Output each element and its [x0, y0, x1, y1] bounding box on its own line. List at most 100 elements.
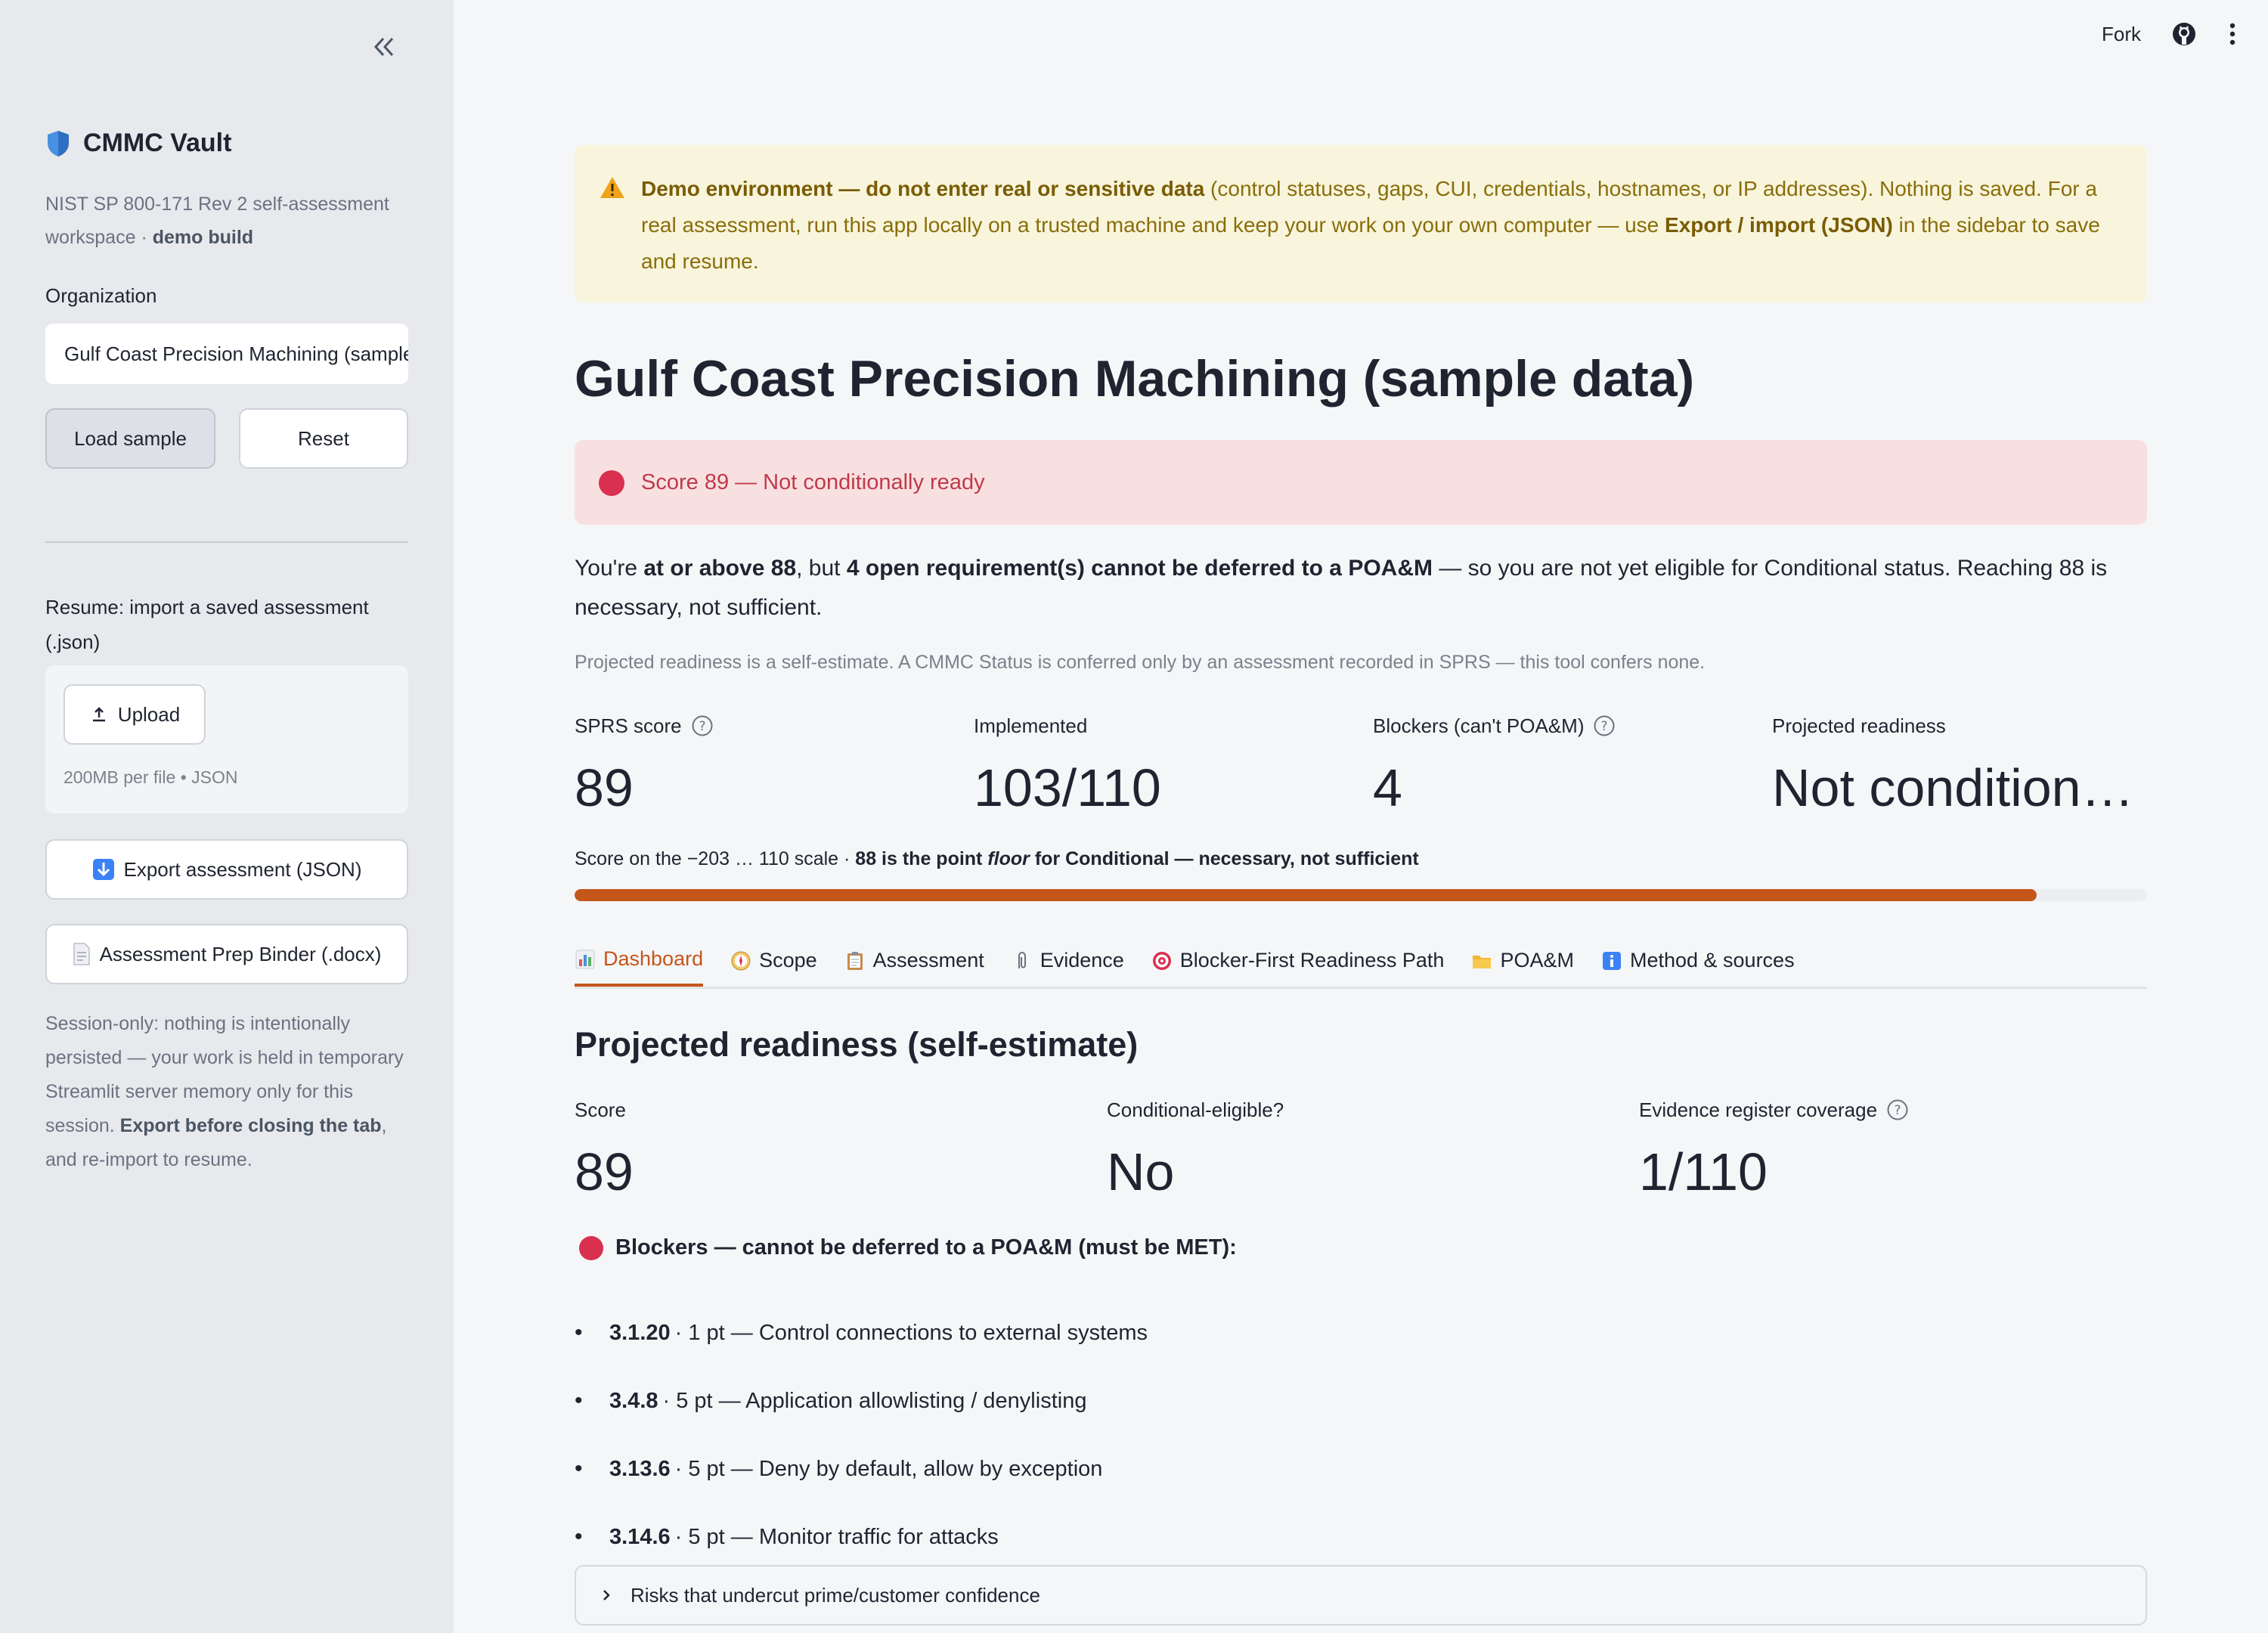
blocker-text: · 5 pt — Monitor traffic for attacks	[674, 1524, 999, 1549]
tab-dashboard[interactable]: Dashboard	[575, 934, 704, 987]
blocker-list: • 3.1.20 · 1 pt — Control connections to …	[575, 1299, 2147, 1571]
tab-bar: Dashboard Scope Assessment Evidence Bloc…	[575, 934, 2147, 989]
metric-value: 103/110	[974, 758, 1161, 817]
load-sample-button[interactable]: Load sample	[45, 408, 215, 469]
tab-label: Blocker-First Readiness Path	[1179, 949, 1445, 971]
metric-label: Evidence register coverage	[1639, 1098, 1878, 1121]
svg-text:?: ?	[699, 719, 705, 734]
github-icon[interactable]	[2171, 21, 2197, 47]
metric-blockers: Blockers (can't POA&M) ? 4	[1373, 711, 1772, 818]
tab-assessment[interactable]: Assessment	[844, 934, 984, 987]
double-chevron-left-icon	[373, 37, 394, 57]
blocker-id: 3.1.20	[609, 1320, 671, 1345]
warning-bold-2: Export / import (JSON)	[1665, 213, 1893, 237]
brand-subtitle-text: NIST SP 800-171 Rev 2 self-assessment wo…	[45, 194, 389, 248]
document-icon	[73, 943, 90, 965]
folder-icon	[1473, 955, 1492, 968]
list-item: • 3.14.6 · 5 pt — Monitor traffic for att…	[575, 1503, 2147, 1571]
metric-label: Score	[575, 1098, 626, 1121]
blocker-id: 3.13.6	[609, 1456, 671, 1481]
readiness-conditional-eligible: Conditional-eligible? No	[1107, 1095, 1639, 1202]
download-arrow-icon	[92, 859, 114, 880]
summary-t2: , but	[796, 556, 847, 581]
blocker-text: · 5 pt — Application allowlisting / deny…	[662, 1388, 1087, 1413]
bullet: •	[575, 1320, 583, 1345]
blocker-text: · 5 pt — Deny by default, allow by excep…	[674, 1456, 1103, 1481]
tab-readiness-path[interactable]: Blocker-First Readiness Path	[1151, 934, 1445, 987]
metric-label: SPRS score	[575, 714, 682, 737]
summary-b1: at or above 88	[643, 556, 797, 581]
reset-button[interactable]: Reset	[239, 408, 408, 469]
warning-icon	[600, 177, 624, 198]
brand: CMMC Vault	[45, 129, 231, 158]
bullet: •	[575, 1456, 583, 1481]
collapse-sidebar-button[interactable]	[361, 24, 407, 70]
stop-icon	[599, 470, 624, 496]
tab-poam[interactable]: POA&M	[1471, 934, 1574, 987]
scale-t1: Score on the −203 … 110 scale ·	[575, 848, 856, 869]
demo-warning: Demo environment — do not enter real or …	[575, 145, 2147, 302]
scale-b1: 88 is the point	[855, 848, 988, 869]
chevron-right-icon	[603, 1590, 610, 1600]
readiness-evidence-coverage: Evidence register coverage ? 1/110	[1639, 1095, 2147, 1202]
summary-t1: You're	[575, 556, 644, 581]
list-item: • 3.4.8 · 5 pt — Application allowlisting…	[575, 1367, 2147, 1435]
svg-text:?: ?	[1601, 719, 1608, 734]
brand-subtitle-bold: demo build	[152, 227, 254, 248]
list-item: • 3.13.6 · 5 pt — Deny by default, allow …	[575, 1435, 2147, 1503]
scale-i1: floor	[987, 848, 1030, 869]
file-dropzone[interactable]: Upload 200MB per file • JSON	[45, 665, 408, 813]
blockers-heading-text: Blockers — cannot be deferred to a POA&M…	[615, 1235, 1237, 1260]
expander-label: Risks that undercut prime/customer confi…	[631, 1583, 1040, 1607]
session-note-bold: Export before closing the tab	[119, 1115, 382, 1136]
tab-label: Dashboard	[603, 947, 704, 970]
upload-button[interactable]: Upload	[64, 684, 206, 745]
metric-label: Implemented	[974, 714, 1088, 737]
metric-label: Conditional-eligible?	[1107, 1098, 1284, 1121]
bullet: •	[575, 1524, 583, 1549]
fork-button[interactable]: Fork	[2102, 22, 2141, 45]
brand-subtitle: NIST SP 800-171 Rev 2 self-assessment wo…	[45, 187, 408, 254]
blockers-heading: Blockers — cannot be deferred to a POA&M…	[579, 1235, 1237, 1260]
session-note: Session-only: nothing is intentionally p…	[45, 1007, 408, 1177]
paperclip-icon	[1018, 951, 1026, 968]
metric-projected-readiness: Projected readiness Not conditionally re…	[1772, 711, 2147, 818]
help-icon[interactable]: ?	[1593, 714, 1616, 737]
compass-icon	[731, 951, 751, 970]
session-note-text: Session-only: nothing is intentionally p…	[45, 1013, 404, 1136]
upload-icon	[92, 707, 105, 722]
more-vertical-icon[interactable]	[2227, 21, 2238, 47]
summary-text: You're at or above 88, but 4 open requir…	[575, 549, 2147, 627]
section-title: Projected readiness (self-estimate)	[575, 1025, 1139, 1064]
tab-method-sources[interactable]: Method & sources	[1601, 934, 1795, 987]
export-label: Export assessment (JSON)	[123, 857, 362, 881]
score-progress-bar	[575, 889, 2147, 901]
risks-expander[interactable]: Risks that undercut prime/customer confi…	[575, 1565, 2147, 1625]
sidebar: CMMC Vault NIST SP 800-171 Rev 2 self-as…	[0, 0, 454, 1633]
session-note-tail: , and re-import to resume.	[45, 1115, 387, 1170]
bar-chart-icon	[575, 950, 595, 968]
score-progress-fill	[575, 889, 2037, 901]
status-alert: Score 89 — Not conditionally ready	[575, 440, 2147, 525]
metric-value: 4	[1373, 758, 1402, 817]
help-icon[interactable]: ?	[691, 714, 714, 737]
tab-label: POA&M	[1500, 949, 1574, 971]
organization-input[interactable]: Gulf Coast Precision Machining (sample d…	[45, 324, 408, 384]
metric-sprs-score: SPRS score ? 89	[575, 711, 974, 818]
sidebar-divider	[45, 541, 408, 543]
resume-label: Resume: import a saved assessment (.json…	[45, 596, 369, 653]
tab-label: Evidence	[1040, 949, 1124, 971]
prep-binder-button[interactable]: Assessment Prep Binder (.docx)	[45, 924, 408, 984]
metric-implemented: Implemented 103/110	[974, 711, 1373, 818]
help-icon[interactable]: ?	[1886, 1098, 1909, 1121]
tab-scope[interactable]: Scope	[730, 934, 817, 987]
metric-value: Not conditionally ready	[1772, 758, 2147, 817]
score-scale-label: Score on the −203 … 110 scale · 88 is th…	[575, 848, 1419, 870]
binder-label: Assessment Prep Binder (.docx)	[99, 942, 382, 965]
export-assessment-button[interactable]: Export assessment (JSON)	[45, 839, 408, 900]
tab-evidence[interactable]: Evidence	[1012, 934, 1124, 987]
upload-label: Upload	[117, 702, 181, 726]
metric-value: No	[1107, 1142, 1175, 1201]
clipboard-icon	[847, 951, 863, 970]
blocker-id: 3.4.8	[609, 1388, 658, 1413]
